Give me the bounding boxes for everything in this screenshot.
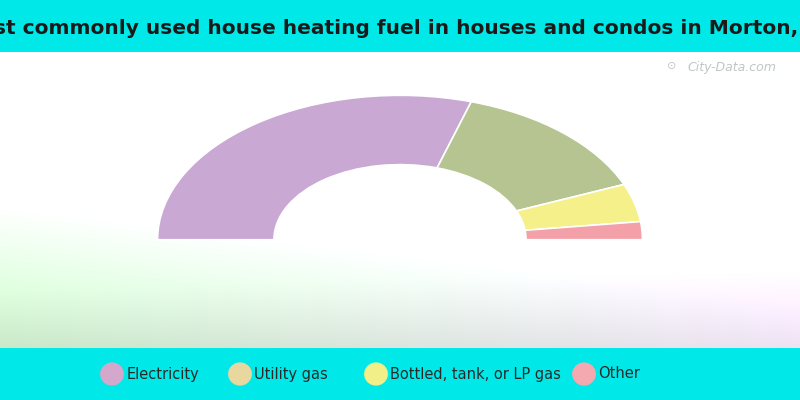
Ellipse shape [101,363,123,385]
Text: Most commonly used house heating fuel in houses and condos in Morton, MS: Most commonly used house heating fuel in… [0,19,800,38]
Wedge shape [525,222,642,240]
Text: City-Data.com: City-Data.com [687,61,776,74]
Wedge shape [517,184,641,230]
Text: ⊙: ⊙ [666,61,676,71]
Ellipse shape [365,363,387,385]
Ellipse shape [573,363,595,385]
Text: Other: Other [598,366,640,382]
Wedge shape [158,95,471,240]
Wedge shape [437,102,624,211]
Text: Utility gas: Utility gas [254,366,328,382]
Text: Bottled, tank, or LP gas: Bottled, tank, or LP gas [390,366,562,382]
Text: Electricity: Electricity [126,366,199,382]
Ellipse shape [229,363,251,385]
